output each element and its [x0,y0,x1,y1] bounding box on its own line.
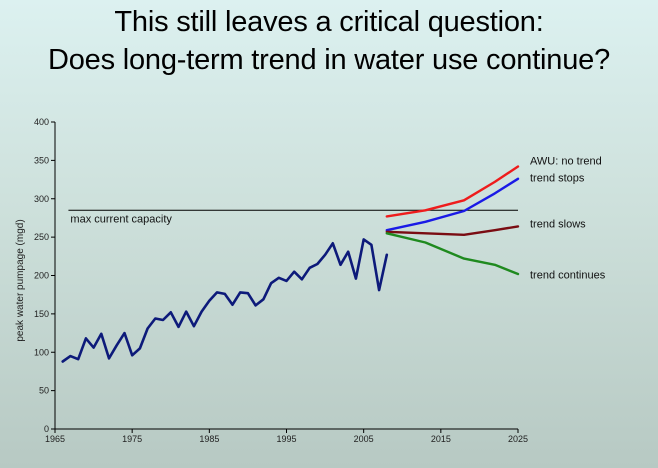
series-label-awu-no-trend: AWU: no trend [530,155,602,167]
series-label-trend-stops: trend stops [530,172,585,184]
x-tick-label: 1975 [122,434,142,444]
y-tick-label: 350 [34,155,49,165]
y-tick-label: 150 [34,309,49,319]
reference-lines: max current capacity [68,209,518,225]
slide-title-line-1: This still leaves a critical question: [114,6,544,38]
y-tick-label: 0 [44,424,49,434]
series-line-historical-peak-pumpage [61,238,389,363]
y-tick-label: 100 [34,347,49,357]
x-tick-label: 2005 [354,434,374,444]
series-group [61,165,520,363]
series-line-trend-stops [385,177,520,232]
axes: 0 50 100 150 200 250 300 350 400 1965 1975 1985 1995… [15,117,528,444]
y-tick-label: 300 [34,194,49,204]
y-tick-label: 200 [34,271,49,281]
x-tick-label: 1985 [199,434,219,444]
series-label-trend-slows: trend slows [530,218,586,230]
series-line-trend-slows [385,225,520,237]
y-tick-label: 50 [39,386,49,396]
y-axis-label: peak water pumpage (mgd) [15,219,26,341]
x-tick-label: 2015 [431,434,451,444]
x-tick-label: 2025 [508,434,528,444]
annotations: AWU: no trend trend stops trend slows trend… [530,155,606,281]
slide-title-line-2: Does long-term trend in water use contin… [47,44,611,76]
series-line-trend-continues [385,232,520,276]
x-tick-label: 1965 [45,434,65,444]
x-tick-label: 1995 [276,434,296,444]
y-tick-label: 400 [34,117,49,127]
y-tick-label: 250 [34,232,49,242]
capacity-label: max current capacity [70,213,172,225]
series-line-awu-no-trend [385,165,520,218]
series-label-trend-continues: trend continues [530,270,606,282]
